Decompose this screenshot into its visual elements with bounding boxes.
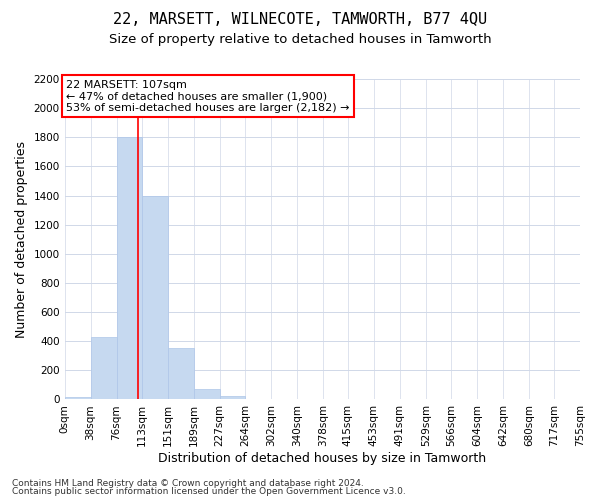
Bar bbox=[194, 388, 220, 400]
Text: 22 MARSETT: 107sqm
← 47% of detached houses are smaller (1,900)
53% of semi-deta: 22 MARSETT: 107sqm ← 47% of detached hou… bbox=[66, 80, 350, 113]
Bar bbox=[168, 348, 194, 400]
X-axis label: Distribution of detached houses by size in Tamworth: Distribution of detached houses by size … bbox=[158, 452, 487, 465]
Bar bbox=[142, 196, 168, 400]
Bar bbox=[116, 138, 142, 400]
Bar bbox=[91, 337, 116, 400]
Text: Contains public sector information licensed under the Open Government Licence v3: Contains public sector information licen… bbox=[12, 487, 406, 496]
Bar bbox=[220, 396, 245, 400]
Text: Contains HM Land Registry data © Crown copyright and database right 2024.: Contains HM Land Registry data © Crown c… bbox=[12, 478, 364, 488]
Bar bbox=[65, 396, 91, 400]
Y-axis label: Number of detached properties: Number of detached properties bbox=[15, 140, 28, 338]
Text: Size of property relative to detached houses in Tamworth: Size of property relative to detached ho… bbox=[109, 32, 491, 46]
Text: 22, MARSETT, WILNECOTE, TAMWORTH, B77 4QU: 22, MARSETT, WILNECOTE, TAMWORTH, B77 4Q… bbox=[113, 12, 487, 28]
